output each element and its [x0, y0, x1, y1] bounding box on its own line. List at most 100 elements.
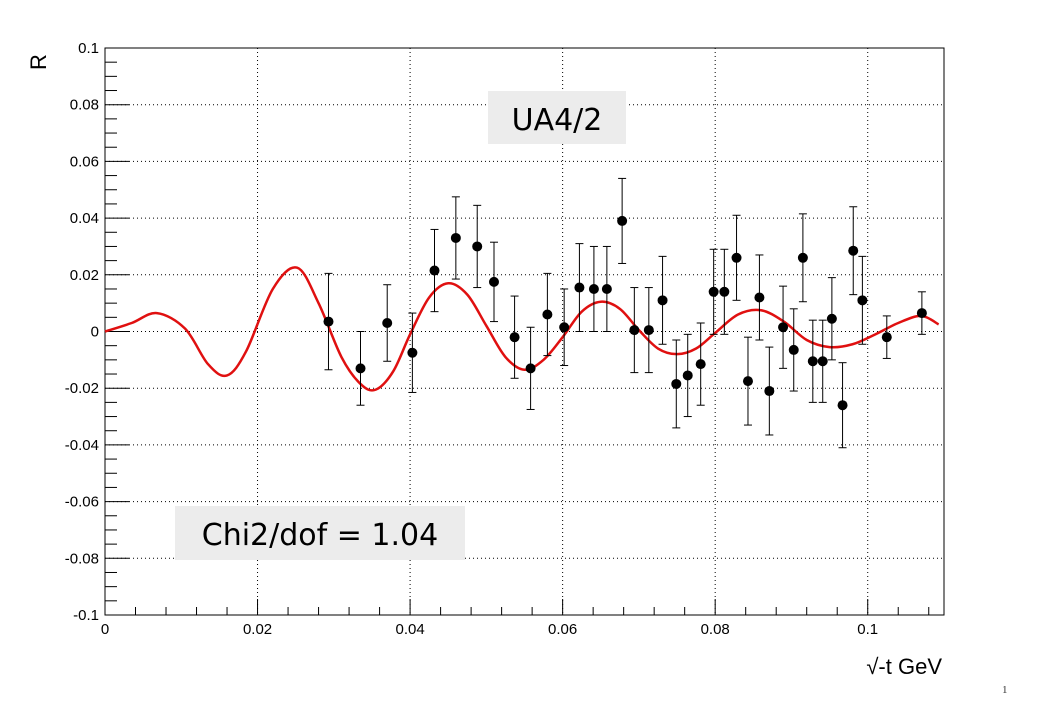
point-marker: [657, 295, 668, 306]
point-marker: [601, 283, 612, 294]
data-point: [629, 287, 640, 374]
y-axis-title: R: [26, 54, 51, 70]
point-marker: [797, 252, 808, 263]
data-point: [916, 291, 927, 335]
point-marker: [488, 276, 499, 287]
data-point: [382, 284, 393, 362]
data-point: [559, 288, 570, 367]
y-tick-label: 0.08: [70, 97, 99, 114]
x-tick-label: 0.02: [243, 621, 272, 638]
y-tick-label: -0.04: [65, 437, 99, 454]
data-point: [542, 272, 553, 357]
point-marker: [857, 295, 868, 306]
y-tick-label: -0.1: [73, 607, 99, 624]
data-point: [719, 248, 730, 335]
chi2-label-box: [175, 506, 465, 560]
data-point: [643, 287, 654, 374]
y-tick-labels: -0.1 -0.08 -0.06 -0.04 -0.02 0 0.02 0.04 0.06 0.0…: [65, 40, 99, 624]
data-points: [323, 177, 927, 449]
data-point: [754, 254, 765, 341]
fit-curve: [104, 266, 940, 392]
y-tick-label: 0.1: [78, 40, 99, 57]
data-point: [588, 245, 599, 332]
point-marker: [848, 245, 859, 256]
y-tick-label: -0.06: [65, 494, 99, 511]
data-point: [708, 248, 719, 335]
data-point: [509, 295, 520, 379]
point-marker: [574, 282, 585, 293]
data-point: [488, 241, 499, 323]
data-point: [807, 319, 818, 403]
y-tick-label: -0.02: [65, 380, 99, 397]
point-marker: [629, 325, 640, 336]
point-marker: [382, 317, 393, 328]
chi2-label-text: Chi2/dof = 1.04: [202, 518, 438, 553]
data-point: [742, 336, 753, 426]
point-marker: [643, 325, 654, 336]
point-marker: [708, 286, 719, 297]
point-marker: [542, 309, 553, 320]
x-tick-label: 0.06: [548, 621, 577, 638]
data-point: [657, 255, 668, 345]
data-point: [355, 331, 366, 406]
data-point: [848, 206, 859, 296]
point-marker: [559, 322, 570, 333]
data-point: [574, 243, 585, 332]
point-marker: [323, 316, 334, 327]
data-point: [695, 322, 706, 406]
data-point: [857, 255, 868, 345]
data-point: [472, 204, 483, 289]
point-marker: [881, 332, 892, 343]
experiment-label-box: [488, 91, 626, 144]
data-point: [601, 245, 612, 332]
data-point: [450, 196, 461, 280]
data-point: [837, 362, 848, 449]
point-marker: [719, 286, 730, 297]
data-point: [881, 315, 892, 359]
point-marker: [695, 359, 706, 370]
point-marker: [742, 376, 753, 387]
data-point: [817, 319, 828, 403]
point-marker: [754, 292, 765, 303]
x-tick-labels: 0 0.02 0.04 0.06 0.08 0.1: [101, 621, 878, 638]
axis-ticks: [104, 47, 930, 616]
data-point: [682, 333, 693, 418]
experiment-label-text: UA4/2: [512, 103, 603, 138]
point-marker: [817, 356, 828, 367]
page-number: 1: [1002, 684, 1008, 696]
data-point: [764, 346, 775, 436]
point-marker: [682, 370, 693, 381]
point-marker: [731, 252, 742, 263]
point-marker: [450, 232, 461, 243]
point-marker: [429, 265, 440, 276]
point-marker: [617, 215, 628, 226]
point-marker: [807, 356, 818, 367]
x-tick-label: 0.08: [701, 621, 730, 638]
data-point: [788, 308, 799, 392]
experiment-label: UA4/2: [488, 91, 626, 144]
data-point: [617, 177, 628, 264]
point-marker: [355, 363, 366, 374]
y-tick-label: 0.04: [70, 210, 99, 227]
point-marker: [407, 347, 418, 358]
data-point: [826, 277, 837, 361]
data-point: [407, 312, 418, 393]
point-marker: [525, 363, 536, 374]
point-marker: [764, 386, 775, 397]
y-tick-label: 0: [91, 324, 99, 341]
y-tick-label: 0.06: [70, 153, 99, 170]
x-axis-title: √-t GeV: [866, 654, 942, 679]
point-marker: [916, 308, 927, 319]
x-tick-label: 0.04: [395, 621, 424, 638]
y-tick-label: 0.02: [70, 267, 99, 284]
data-point: [778, 285, 789, 369]
point-marker: [837, 400, 848, 411]
chi2-label: Chi2/dof = 1.04: [175, 506, 465, 560]
point-marker: [588, 283, 599, 294]
x-tick-label: 0.1: [857, 621, 878, 638]
y-tick-label: -0.08: [65, 550, 99, 567]
point-marker: [826, 313, 837, 324]
data-point: [525, 326, 536, 410]
point-marker: [788, 344, 799, 355]
